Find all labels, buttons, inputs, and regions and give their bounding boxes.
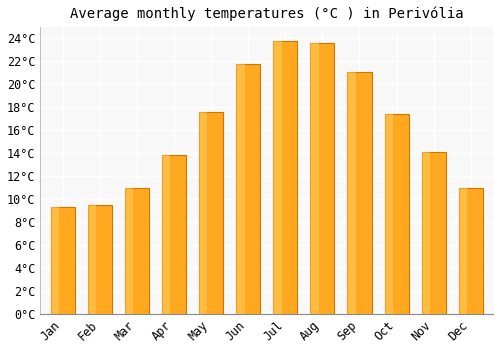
Bar (88, 205, 112, 314)
Bar (384, 114, 393, 314)
Bar (50, 207, 74, 314)
Bar (124, 188, 149, 314)
Bar (162, 155, 186, 314)
Bar (50, 207, 59, 314)
Title: Average monthly temperatures (°C ) in Perivólia: Average monthly temperatures (°C ) in Pe… (70, 7, 464, 21)
Bar (273, 41, 281, 314)
Bar (384, 114, 408, 314)
Bar (348, 71, 356, 314)
Bar (458, 188, 483, 314)
Bar (458, 188, 467, 314)
Bar (162, 155, 170, 314)
Bar (236, 64, 244, 314)
Bar (348, 71, 372, 314)
Bar (199, 112, 207, 314)
Bar (236, 64, 260, 314)
Bar (422, 152, 430, 314)
Bar (199, 112, 223, 314)
Bar (273, 41, 297, 314)
Bar (310, 43, 318, 314)
Bar (422, 152, 446, 314)
Bar (124, 188, 133, 314)
Bar (310, 43, 334, 314)
Bar (88, 205, 96, 314)
